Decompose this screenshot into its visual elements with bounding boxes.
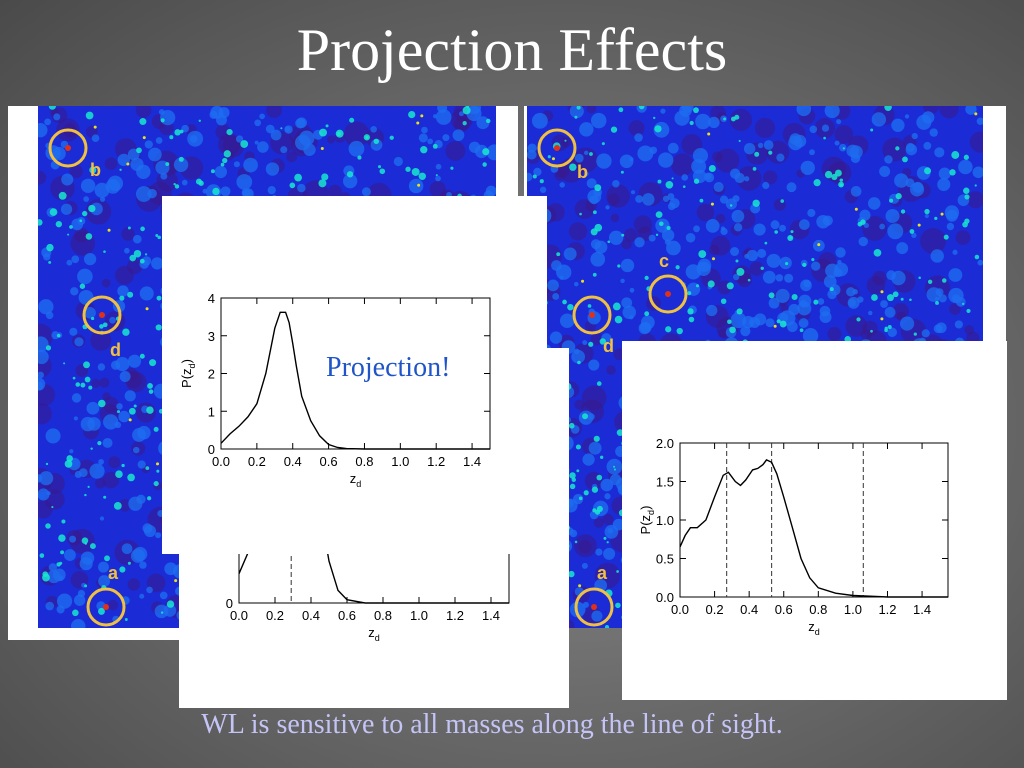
cluster-label: d <box>110 340 121 360</box>
x-tick-label: 1.0 <box>391 454 409 469</box>
cluster-label: b <box>90 160 101 180</box>
x-tick-label: 1.0 <box>410 608 428 623</box>
cluster-label: d <box>603 336 614 356</box>
x-axis-label: zd <box>808 619 820 637</box>
y-tick-label: 3 <box>208 329 215 344</box>
slide-title: Projection Effects <box>296 17 728 83</box>
plot-frame <box>679 442 949 598</box>
x-tick-label: 0.4 <box>284 454 302 469</box>
x-tick-label: 0.8 <box>374 608 392 623</box>
x-tick-label: 0.6 <box>320 454 338 469</box>
x-tick-label: 1.2 <box>878 602 896 617</box>
cluster-marker-a: a <box>574 563 614 627</box>
x-tick-label: 1.0 <box>844 602 862 617</box>
projection-annotation: Projection! <box>326 352 451 383</box>
x-tick-label: 1.2 <box>446 608 464 623</box>
x-axis-label: zd <box>368 625 380 643</box>
x-tick-label: 0.4 <box>740 602 758 617</box>
cluster-marker-c: c <box>648 251 688 314</box>
cluster-marker-d: d <box>572 295 614 356</box>
pz-curve <box>679 459 948 598</box>
x-tick-label: 0.6 <box>338 608 356 623</box>
cluster-marker-b: b <box>48 128 101 180</box>
x-tick-label: 0.8 <box>355 454 373 469</box>
y-tick-label: 2 <box>208 367 215 382</box>
cluster-label: c <box>659 251 669 271</box>
x-tick-label: 1.2 <box>427 454 445 469</box>
x-tick-label: 0.2 <box>248 454 266 469</box>
x-tick-label: 0.4 <box>302 608 320 623</box>
y-tick-label: 2.0 <box>656 436 674 451</box>
cluster-marker-b: b <box>537 128 588 182</box>
cluster-label: a <box>108 563 119 583</box>
x-axis-label: zd <box>350 471 362 489</box>
x-tick-label: 1.4 <box>913 602 931 617</box>
cluster-label: b <box>577 162 588 182</box>
x-tick-label: 0.2 <box>706 602 724 617</box>
x-tick-label: 0.2 <box>266 608 284 623</box>
cluster-marker-a: a <box>86 563 126 627</box>
x-tick-label: 1.4 <box>463 454 481 469</box>
slide-caption: WL is sensitive to all masses along the … <box>201 709 783 740</box>
y-tick-label: 4 <box>208 291 215 306</box>
x-tick-label: 0.0 <box>230 608 248 623</box>
x-tick-label: 0.0 <box>671 602 689 617</box>
y-tick-label: 0.5 <box>656 552 674 567</box>
y-tick-label: 0 <box>226 596 233 611</box>
right-redshift-plot: 0.0 0.2 0.4 0.6 0.8 1.0 1.2 1.4 0.0 0.5 1.0 1.5 2.0 z… <box>638 436 949 637</box>
x-tick-label: 1.4 <box>482 608 500 623</box>
x-tick-label: 0.8 <box>809 602 827 617</box>
y-axis-label: P(zd) <box>179 359 197 388</box>
y-axis-label: P(zd) <box>638 506 656 535</box>
x-tick-label: 0.0 <box>212 454 230 469</box>
y-tick-label: 1.0 <box>656 513 674 528</box>
y-tick-label: 0.0 <box>656 590 674 605</box>
cluster-marker-d: d <box>82 295 122 360</box>
cluster-label: a <box>597 563 608 583</box>
pz-curve <box>220 311 490 450</box>
right-plot-panel: 0.0 0.2 0.4 0.6 0.8 1.0 1.2 1.4 0.0 0.5 1.0 1.5 2.0 z… <box>622 341 1007 700</box>
front-plot-panel: 0.0 0.2 0.4 0.6 0.8 1.0 1.2 1.4 0 1 2 3 4 zd P(zd) <box>162 196 547 554</box>
x-tick-label: 0.6 <box>775 602 793 617</box>
front-redshift-plot: 0.0 0.2 0.4 0.6 0.8 1.0 1.2 1.4 0 1 2 3 4 zd P(zd) <box>179 291 491 489</box>
y-tick-label: 1.5 <box>656 475 674 490</box>
y-tick-label: 1 <box>208 404 215 419</box>
y-tick-label: 0 <box>208 442 215 457</box>
